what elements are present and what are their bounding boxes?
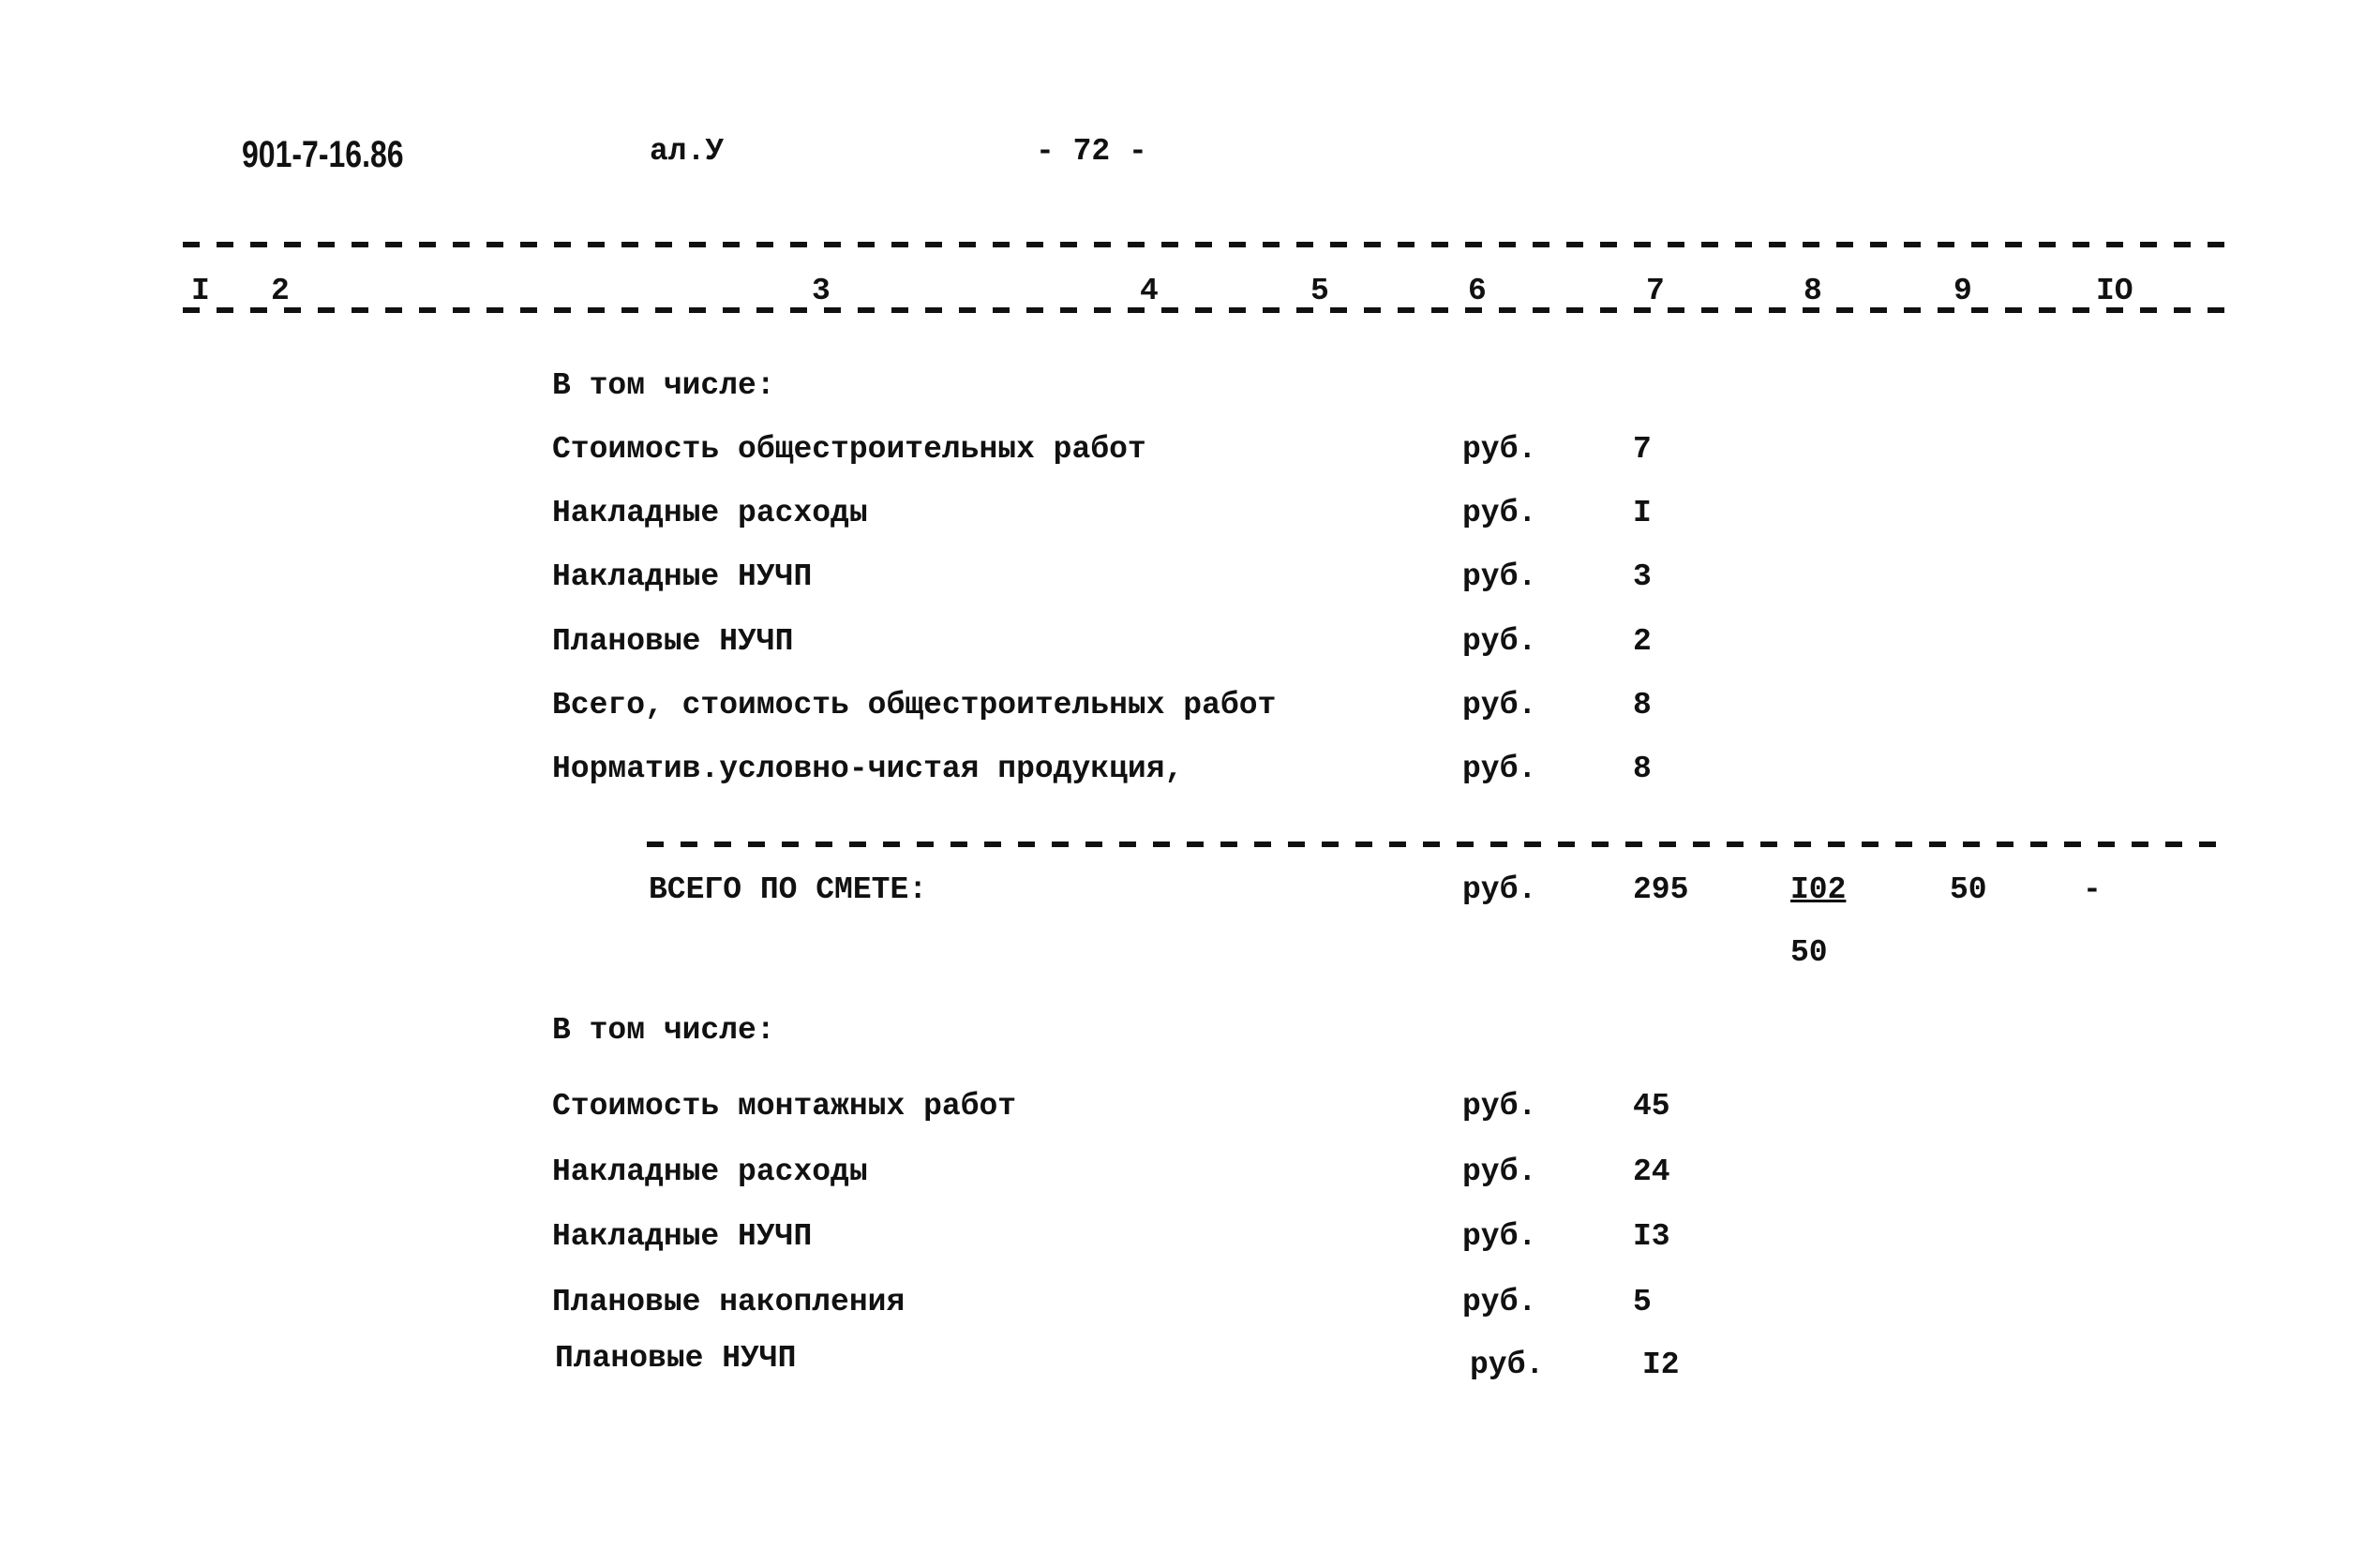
row-unit: руб.	[1462, 1219, 1537, 1254]
row-unit: руб.	[1462, 1089, 1537, 1124]
total-col9: 50	[1950, 872, 1987, 907]
row-value: 3	[1633, 559, 1652, 594]
total-unit: руб.	[1462, 872, 1537, 907]
column-number: I	[187, 276, 214, 306]
row-label: Норматив.условно-чистая продукция,	[552, 752, 1184, 786]
section-heading: В том числе:	[552, 368, 775, 403]
column-number: 4	[1136, 276, 1162, 306]
top-divider	[183, 242, 2226, 247]
row-value: 8	[1633, 752, 1652, 786]
page-number: - 72 -	[1036, 134, 1147, 169]
column-number: 3	[808, 276, 834, 306]
row-value: 2	[1633, 624, 1652, 659]
row-value: 5	[1633, 1285, 1652, 1319]
row-label: Накладные НУЧП	[552, 559, 813, 594]
row-value: I3	[1633, 1219, 1670, 1254]
row-unit: руб.	[1470, 1348, 1545, 1382]
total-col7: 295	[1633, 872, 1689, 907]
row-label: Всего, стоимость общестроительных работ	[552, 688, 1277, 722]
row-label: Накладные расходы	[552, 1154, 868, 1189]
document-code: 901-7-16.86	[242, 134, 404, 175]
column-number: IO	[2092, 276, 2137, 306]
column-number: 6	[1464, 276, 1490, 306]
total-divider	[647, 842, 2226, 847]
row-value: I	[1633, 496, 1652, 530]
row-unit: руб.	[1462, 432, 1537, 467]
total-label: ВСЕГО ПО СМЕТЕ:	[649, 872, 928, 907]
total-col8: I02	[1790, 872, 1847, 907]
row-unit: руб.	[1462, 688, 1537, 722]
row-label: Накладные НУЧП	[552, 1219, 813, 1254]
row-unit: руб.	[1462, 496, 1537, 530]
column-number: 9	[1950, 276, 1976, 306]
row-unit: руб.	[1462, 624, 1537, 659]
row-unit: руб.	[1462, 1154, 1537, 1189]
row-value: 8	[1633, 688, 1652, 722]
row-value: 7	[1633, 432, 1652, 467]
row-value: I2	[1642, 1348, 1680, 1382]
column-number: 8	[1800, 276, 1826, 306]
section-heading: В том числе:	[552, 1013, 775, 1048]
total-col10: -	[2083, 872, 2102, 907]
row-unit: руб.	[1462, 1285, 1537, 1319]
column-number: 5	[1307, 276, 1333, 306]
row-label: Стоимость общестроительных работ	[552, 432, 1146, 467]
row-value: 24	[1633, 1154, 1670, 1189]
row-unit: руб.	[1462, 752, 1537, 786]
total-col8-below: 50	[1790, 935, 1828, 970]
row-label: Плановые НУЧП	[555, 1341, 797, 1376]
column-number: 7	[1642, 276, 1669, 306]
album-number: ал.У	[650, 134, 725, 169]
column-number: 2	[267, 276, 293, 306]
row-label: Накладные расходы	[552, 496, 868, 530]
row-label: Стоимость монтажных работ	[552, 1089, 1017, 1124]
row-label: Плановые НУЧП	[552, 624, 794, 659]
row-unit: руб.	[1462, 559, 1537, 594]
column-number-dashes	[183, 307, 2226, 313]
row-value: 45	[1633, 1089, 1670, 1124]
row-label: Плановые накопления	[552, 1285, 906, 1319]
